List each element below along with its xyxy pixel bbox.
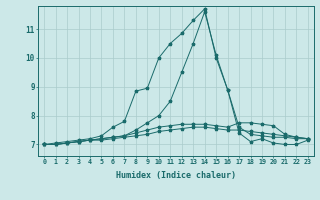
X-axis label: Humidex (Indice chaleur): Humidex (Indice chaleur) [116,171,236,180]
